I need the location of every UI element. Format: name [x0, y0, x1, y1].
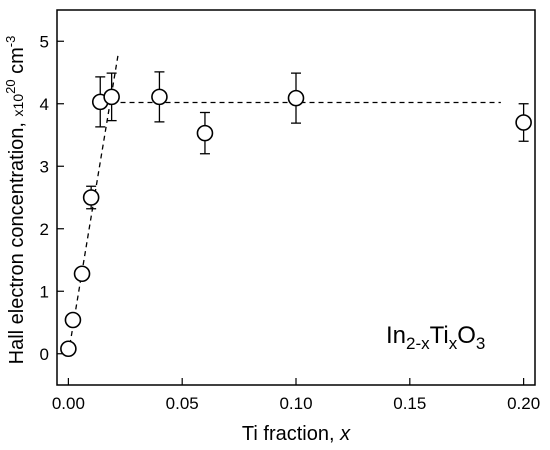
formula-annotation: In2-xTixO3 — [386, 322, 485, 353]
y-tick-label: 1 — [40, 282, 49, 301]
y-axis-title: Hall electron concentration, x1020 cm-3 — [3, 36, 28, 365]
data-point — [515, 114, 532, 131]
data-point — [82, 189, 100, 206]
y-tick-label: 3 — [40, 157, 49, 176]
axis-ticks: 0.00 0.05 0.10 0.15 0.20 0 1 2 3 4 5 — [40, 32, 541, 413]
data-points — [60, 71, 532, 358]
data-point — [64, 311, 82, 329]
data-point — [60, 340, 77, 358]
y-tick-label: 5 — [40, 32, 49, 51]
x-tick-label: 0.00 — [52, 394, 85, 413]
x-tick-label: 0.05 — [166, 394, 199, 413]
fit-lines — [67, 52, 501, 354]
x-tick-label: 0.15 — [393, 394, 426, 413]
y-tick-label: 0 — [40, 345, 49, 364]
x-tick-label: 0.20 — [507, 394, 540, 413]
data-point — [73, 265, 91, 283]
data-point — [287, 89, 305, 107]
y-tick-label: 2 — [40, 220, 49, 239]
data-point — [151, 88, 168, 106]
x-axis-title: Ti fraction, x — [242, 423, 351, 445]
y-tick-label: 4 — [40, 95, 49, 114]
data-point — [103, 88, 120, 106]
data-point — [196, 124, 214, 142]
x-tick-label: 0.10 — [279, 394, 312, 413]
